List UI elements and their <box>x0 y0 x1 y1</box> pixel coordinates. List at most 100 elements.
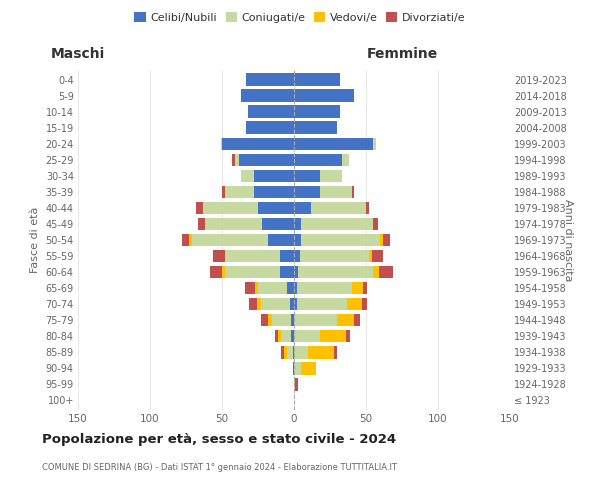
Bar <box>247 122 294 134</box>
Bar <box>254 170 294 182</box>
Bar <box>291 330 294 342</box>
Bar <box>293 346 294 358</box>
Bar <box>222 186 225 198</box>
Bar <box>280 250 294 262</box>
Bar <box>379 266 394 278</box>
Bar <box>272 314 291 326</box>
Bar <box>334 346 337 358</box>
Bar <box>297 282 352 294</box>
Bar <box>352 186 355 198</box>
Bar <box>294 106 340 118</box>
Bar <box>297 298 347 310</box>
Bar <box>301 234 380 246</box>
Bar <box>248 106 294 118</box>
Bar <box>225 266 280 278</box>
Bar <box>254 186 294 198</box>
Bar <box>366 202 369 214</box>
Text: Femmine: Femmine <box>367 48 437 62</box>
Bar <box>301 362 316 374</box>
Bar <box>232 154 235 166</box>
Bar <box>222 266 225 278</box>
Bar <box>214 250 225 262</box>
Bar <box>205 218 262 230</box>
Bar <box>294 250 300 262</box>
Bar <box>308 346 334 358</box>
Bar <box>268 234 294 246</box>
Bar <box>294 202 311 214</box>
Bar <box>311 202 366 214</box>
Bar <box>257 298 261 310</box>
Bar <box>294 170 320 182</box>
Bar <box>294 186 320 198</box>
Bar <box>225 250 280 262</box>
Bar <box>225 186 254 198</box>
Bar <box>281 346 284 358</box>
Bar <box>222 138 294 150</box>
Bar <box>346 330 350 342</box>
Bar <box>189 234 192 246</box>
Bar <box>320 186 352 198</box>
Bar <box>373 218 377 230</box>
Bar <box>245 282 255 294</box>
Bar <box>298 266 373 278</box>
Bar <box>373 266 379 278</box>
Bar <box>294 138 373 150</box>
Bar <box>294 154 341 166</box>
Bar <box>294 282 297 294</box>
Bar <box>291 314 294 326</box>
Bar <box>295 378 298 390</box>
Bar <box>239 154 294 166</box>
Bar <box>294 266 298 278</box>
Bar <box>300 250 369 262</box>
Bar <box>278 330 281 342</box>
Bar <box>320 170 341 182</box>
Bar <box>258 282 287 294</box>
Bar <box>294 298 297 310</box>
Bar <box>241 170 254 182</box>
Bar <box>287 282 294 294</box>
Bar <box>287 346 293 358</box>
Bar <box>294 122 337 134</box>
Bar <box>369 250 372 262</box>
Text: Popolazione per età, sesso e stato civile - 2024: Popolazione per età, sesso e stato civil… <box>42 432 396 446</box>
Bar <box>290 298 294 310</box>
Bar <box>235 154 239 166</box>
Bar <box>196 202 203 214</box>
Bar <box>301 218 373 230</box>
Bar <box>261 298 290 310</box>
Bar <box>294 90 355 102</box>
Bar <box>294 74 340 86</box>
Y-axis label: Fasce di età: Fasce di età <box>30 207 40 273</box>
Bar <box>294 378 295 390</box>
Bar <box>355 314 360 326</box>
Bar <box>362 298 367 310</box>
Bar <box>275 330 278 342</box>
Bar <box>373 138 376 150</box>
Bar <box>192 234 268 246</box>
Bar <box>182 234 189 246</box>
Bar <box>347 298 362 310</box>
Bar <box>221 138 222 150</box>
Bar <box>294 218 301 230</box>
Bar <box>294 346 308 358</box>
Bar <box>294 330 320 342</box>
Bar <box>258 202 294 214</box>
Y-axis label: Anni di nascita: Anni di nascita <box>563 198 572 281</box>
Bar <box>197 218 205 230</box>
Bar <box>280 266 294 278</box>
Bar <box>383 234 391 246</box>
Bar <box>294 314 337 326</box>
Bar <box>341 154 349 166</box>
Bar <box>293 362 294 374</box>
Bar <box>284 346 287 358</box>
Bar <box>363 282 367 294</box>
Bar <box>281 330 291 342</box>
Bar <box>294 234 301 246</box>
Bar <box>352 282 363 294</box>
Bar <box>262 218 294 230</box>
Bar <box>247 74 294 86</box>
Bar <box>372 250 383 262</box>
Text: COMUNE DI SEDRINA (BG) - Dati ISTAT 1° gennaio 2024 - Elaborazione TUTTITALIA.IT: COMUNE DI SEDRINA (BG) - Dati ISTAT 1° g… <box>42 462 397 471</box>
Bar <box>250 298 257 310</box>
Bar <box>337 314 355 326</box>
